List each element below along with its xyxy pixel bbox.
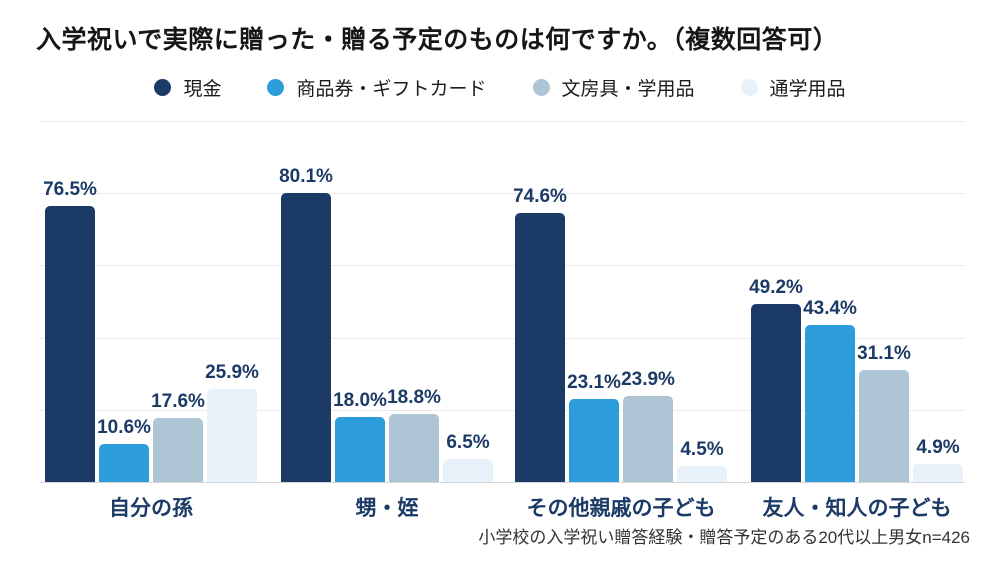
bar-value-label: 23.9% — [621, 368, 675, 390]
legend-color-dot-icon — [267, 79, 285, 96]
bar-value-label: 18.8% — [387, 387, 441, 409]
bar-value-label: 80.1% — [279, 165, 333, 187]
legend-item-文房具・学用品: 文房具・学用品 — [532, 74, 695, 101]
gridline-40 — [40, 337, 965, 339]
legend: 現金 商品券・ギフトカード 文房具・学用品 通学用品 — [0, 74, 1000, 101]
bar-現金-甥・姪 — [281, 192, 331, 482]
legend-label: 商品券・ギフトカード — [296, 79, 487, 100]
bar-商品券・ギフトカード-その他親戚の子ども — [569, 398, 619, 482]
bar-通学用品-甥・姪 — [443, 458, 493, 482]
bar-value-label: 6.5% — [446, 431, 490, 453]
bar-文房具・学用品-その他親戚の子ども — [623, 395, 673, 482]
gridline-20 — [40, 409, 965, 411]
legend-label: 現金 — [183, 79, 222, 100]
category-label-友人・知人の子ども: 友人・知人の子ども — [762, 497, 952, 520]
bar-文房具・学用品-自分の孫 — [153, 418, 203, 482]
bar-value-label: 49.2% — [749, 277, 803, 299]
bar-value-label: 4.9% — [916, 437, 960, 459]
legend-color-dot-icon — [740, 79, 758, 96]
bar-通学用品-友人・知人の子ども — [913, 464, 963, 482]
bar-value-label: 4.5% — [680, 438, 724, 460]
legend-label: 文房具・学用品 — [561, 79, 695, 100]
bar-value-label: 31.1% — [857, 342, 911, 364]
bar-value-label: 43.4% — [803, 298, 857, 320]
legend-color-dot-icon — [154, 79, 172, 96]
category-label-その他親戚の子ども: その他親戚の子ども — [526, 497, 716, 520]
bar-文房具・学用品-甥・姪 — [389, 414, 439, 482]
source-note: 小学校の入学祝い贈答経験・贈答予定のある20代以上男女n=426 — [478, 528, 970, 547]
gridline-60 — [40, 265, 965, 267]
bar-value-label: 76.5% — [43, 178, 97, 200]
bar-value-label: 25.9% — [205, 361, 259, 383]
legend-item-現金: 現金 — [154, 74, 221, 101]
legend-item-通学用品: 通学用品 — [740, 74, 846, 101]
bar-商品券・ギフトカード-友人・知人の子ども — [805, 325, 855, 482]
bar-value-label: 17.6% — [151, 391, 205, 413]
bar-通学用品-自分の孫 — [207, 388, 257, 482]
bar-商品券・ギフトカード-自分の孫 — [99, 443, 149, 482]
bar-value-label: 10.6% — [97, 416, 151, 438]
legend-label: 通学用品 — [769, 79, 846, 100]
axis-baseline — [40, 482, 965, 483]
chart-title: 入学祝いで実際に贈った・贈る予定のものは何ですか。（複数回答可） — [36, 26, 839, 54]
gridline-100 — [40, 121, 965, 122]
bar-現金-自分の孫 — [45, 205, 95, 482]
bar-現金-その他親戚の子ども — [515, 212, 565, 482]
bar-value-label: 23.1% — [567, 371, 621, 393]
legend-item-商品券・ギフトカード: 商品券・ギフトカード — [267, 74, 487, 101]
category-label-自分の孫: 自分の孫 — [109, 497, 193, 520]
bar-商品券・ギフトカード-甥・姪 — [335, 417, 385, 482]
legend-color-dot-icon — [532, 79, 550, 96]
bar-文房具・学用品-友人・知人の子ども — [859, 369, 909, 482]
bar-value-label: 18.0% — [333, 390, 387, 412]
bar-通学用品-その他親戚の子ども — [677, 465, 727, 482]
bar-value-label: 74.6% — [513, 185, 567, 207]
gridline-80 — [40, 193, 965, 195]
category-label-甥・姪: 甥・姪 — [355, 497, 419, 520]
bar-現金-友人・知人の子ども — [751, 304, 801, 482]
